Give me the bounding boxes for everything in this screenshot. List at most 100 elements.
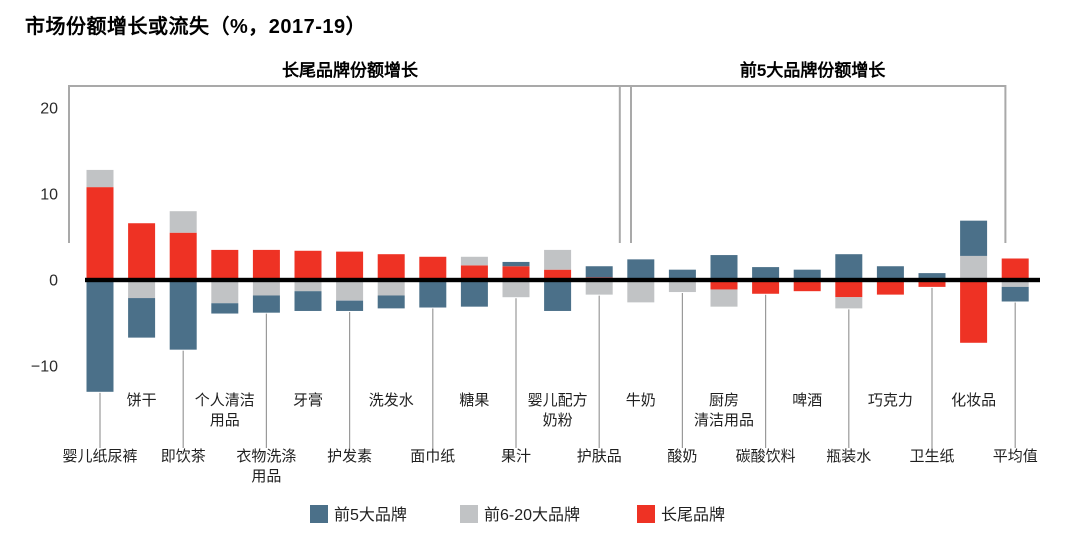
bar-segment: [294, 250, 322, 280]
group-bracket: [618, 85, 1007, 243]
bar-segment: [960, 255, 988, 280]
bar-segment: [377, 295, 405, 309]
bar-segment: [377, 280, 405, 296]
legend-label: 前6-20大品牌: [484, 506, 580, 524]
legend-swatch: [637, 505, 655, 523]
bar-segment: [876, 266, 904, 280]
category-label: 即饮茶: [161, 448, 206, 465]
category-label: 酸奶: [667, 448, 697, 465]
group-bracket-label: 长尾品牌份额增长: [282, 60, 419, 80]
category-label: 糖果: [459, 392, 489, 409]
bar-segment: [128, 280, 156, 299]
bar-segment: [169, 280, 197, 350]
bar-segment: [585, 266, 613, 278]
legend-swatch: [460, 505, 478, 523]
bar-segment: [502, 266, 530, 280]
category-label: 牛奶: [626, 392, 656, 409]
category-label: 啤酒: [792, 392, 822, 409]
category-label: 瓶装水: [826, 448, 871, 465]
bar-segment: [460, 256, 488, 266]
bar-segment: [502, 261, 530, 267]
bar-segment: [835, 280, 863, 298]
bar-segment: [377, 254, 405, 280]
category-label: 用品: [210, 412, 240, 429]
bar-segment: [336, 251, 364, 280]
bar-segment: [544, 249, 572, 270]
bar-segment: [710, 280, 738, 290]
bar-segment: [252, 249, 280, 280]
bar-segment: [336, 300, 364, 311]
bar-segment: [419, 280, 447, 308]
bar-segment: [419, 256, 447, 280]
y-tick-label: 0: [49, 273, 58, 290]
group-bracket: [68, 85, 632, 243]
bar-segment: [544, 269, 572, 280]
bar-segment: [128, 298, 156, 338]
bar-segment: [169, 211, 197, 233]
category-label: 奶粉: [543, 412, 573, 429]
y-tick-label: −10: [31, 359, 58, 376]
legend-swatch: [310, 505, 328, 523]
bar-segment: [86, 169, 114, 188]
bar-segment: [460, 280, 488, 307]
bar-segment: [1001, 258, 1029, 280]
category-label: 清洁用品: [694, 412, 754, 429]
category-label: 牙膏: [293, 392, 323, 409]
bar-segment: [252, 295, 280, 313]
category-label: 个人清洁: [195, 392, 255, 409]
category-label: 护肤品: [577, 448, 622, 465]
bar-segment: [460, 265, 488, 280]
bar-segment: [1001, 280, 1029, 287]
bar-segment: [918, 273, 946, 280]
bar-segment: [960, 220, 988, 256]
category-label: 平均值: [993, 448, 1038, 465]
bar-segment: [668, 280, 696, 293]
category-label: 洗发水: [369, 392, 414, 409]
bar-segment: [960, 280, 988, 343]
bar-segment: [627, 259, 655, 280]
bar-segment: [793, 280, 821, 292]
bar-segment: [169, 232, 197, 280]
bar-segment: [835, 254, 863, 280]
bar-segment: [211, 280, 239, 304]
category-label: 护发素: [327, 448, 372, 465]
category-label: 卫生纸: [909, 448, 954, 465]
bar-segment: [336, 280, 364, 301]
y-tick-label: 10: [40, 187, 58, 204]
bar-segment: [294, 291, 322, 311]
bar-segment: [752, 280, 780, 294]
bar-segment: [294, 280, 322, 292]
bar-segment: [835, 297, 863, 309]
bar-segment: [128, 223, 156, 280]
category-label: 饼干: [127, 392, 157, 409]
bar-segment: [627, 280, 655, 303]
bar-segment: [1001, 286, 1029, 302]
category-label: 用品: [251, 468, 281, 485]
legend-label: 长尾品牌: [661, 506, 725, 524]
bar-segment: [710, 289, 738, 307]
category-label: 化妆品: [951, 392, 996, 409]
bar-segment: [544, 280, 572, 311]
category-label: 碳酸饮料: [736, 448, 796, 465]
bar-segment: [252, 280, 280, 296]
bar-segment: [793, 269, 821, 280]
bar-segment: [211, 249, 239, 280]
bar-segment: [752, 267, 780, 280]
chart-title: 市场份额增长或流失（%，2017-19）: [25, 16, 367, 38]
bar-segment: [668, 269, 696, 280]
category-label: 衣物洗涤: [236, 448, 296, 465]
category-label: 果汁: [501, 448, 531, 465]
bar-segment: [86, 187, 114, 280]
bar-segment: [918, 280, 946, 287]
bar-segment: [876, 280, 904, 295]
zero-axis-line: [85, 277, 1040, 283]
group-bracket-label: 前5大品牌份额增长: [740, 60, 886, 80]
category-label: 婴儿纸尿裤: [62, 448, 137, 465]
category-label: 婴儿配方: [528, 392, 588, 409]
category-label: 面巾纸: [410, 448, 455, 465]
bar-segment: [710, 255, 738, 280]
category-label: 巧克力: [868, 392, 913, 409]
bar-segment: [211, 303, 239, 314]
